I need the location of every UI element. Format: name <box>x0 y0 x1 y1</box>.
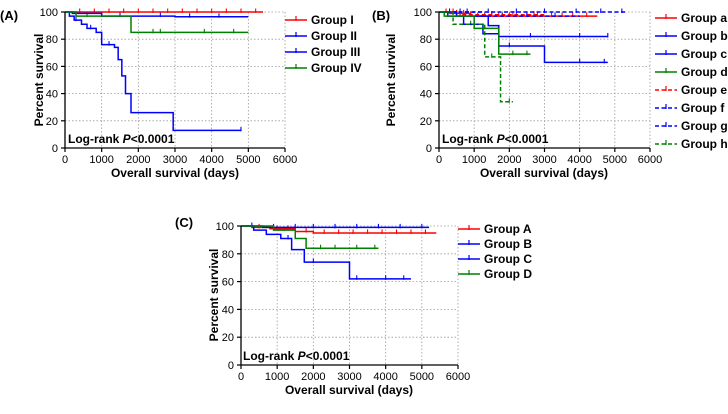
series-line-group-c <box>241 225 411 280</box>
panel-c-ticks: 0 1000 2000 3000 4000 5000 6000 0 20 40 60 80 100 <box>216 221 471 383</box>
y-tick-label: 80 <box>420 34 432 46</box>
panel-a-legend: Group I Group II Group III Group IV <box>285 13 362 75</box>
panel-b-grid <box>439 11 651 148</box>
series-line-group-iii <box>65 11 241 132</box>
legend-label: Group IV <box>311 61 362 75</box>
legend-label: Group h <box>681 137 728 151</box>
panel-c-logrank: Log-rank P<0.0001 <box>243 349 350 363</box>
x-tick-label: 0 <box>436 154 442 166</box>
x-tick-label: 6000 <box>273 154 297 166</box>
y-tick-label: 40 <box>222 304 234 316</box>
panel-c-censor-marks <box>251 222 427 280</box>
x-tick-label: 5000 <box>410 371 434 383</box>
y-tick-label: 20 <box>420 116 432 128</box>
y-tick-label: 100 <box>216 221 234 233</box>
panel-a-xlabel: Overall survival (days) <box>111 166 239 180</box>
legend-label: Group d <box>681 65 728 79</box>
x-tick-label: 4000 <box>567 154 591 166</box>
legend-label: Group II <box>311 29 357 43</box>
x-tick-label: 2000 <box>126 154 150 166</box>
x-tick-label: 1000 <box>265 371 289 383</box>
legend-label: Group III <box>311 45 360 59</box>
y-tick-label: 60 <box>46 61 58 73</box>
y-tick-label: 100 <box>414 7 432 19</box>
panel-b-xlabel: Overall survival (days) <box>480 166 608 180</box>
legend-label: Group A <box>484 222 532 236</box>
y-tick-label: 80 <box>46 34 58 46</box>
panel-a-grid <box>65 11 286 148</box>
legend-label: Group a <box>681 11 727 25</box>
x-tick-label: 2000 <box>301 371 325 383</box>
y-tick-label: 0 <box>52 143 58 155</box>
x-tick-label: 3000 <box>532 154 556 166</box>
y-tick-label: 60 <box>222 277 234 289</box>
legend-label: Group D <box>484 267 532 281</box>
panel-b: (B) 0 1000 2000 3000 4000 5000 6000 0 20 40 60 80 10… <box>372 7 728 180</box>
legend-label: Group c <box>681 47 727 61</box>
legend-label: Group b <box>681 29 728 43</box>
legend-label: Group C <box>484 252 532 266</box>
series-line-group-d <box>241 225 379 249</box>
legend-label: Group I <box>311 13 354 27</box>
panel-a-ylabel: Percent survival <box>32 34 46 127</box>
legend-label: Group B <box>484 237 532 251</box>
x-tick-label: 4000 <box>199 154 223 166</box>
x-tick-label: 0 <box>238 371 244 383</box>
y-tick-label: 100 <box>40 7 58 19</box>
y-tick-label: 60 <box>420 61 432 73</box>
panel-a-ticks: 0 1000 2000 3000 4000 5000 6000 0 20 40 60 80 100 <box>40 7 298 166</box>
panel-a-label: (A) <box>0 8 18 23</box>
legend-label: Group e <box>681 83 727 97</box>
panel-b-series-lines <box>439 11 626 103</box>
legend-label: Group g <box>681 119 728 133</box>
panel-c-grid <box>241 225 459 365</box>
y-tick-label: 20 <box>222 332 234 344</box>
x-tick-label: 1000 <box>89 154 113 166</box>
y-tick-label: 80 <box>222 249 234 261</box>
panel-a-series-lines <box>65 11 263 132</box>
x-tick-label: 6000 <box>446 371 470 383</box>
x-tick-label: 5000 <box>236 154 260 166</box>
panel-b-ylabel: Percent survival <box>384 34 398 127</box>
y-tick-label: 40 <box>420 89 432 101</box>
y-tick-label: 40 <box>46 89 58 101</box>
legend-label: Group f <box>681 101 725 115</box>
panel-c-xlabel: Overall survival (days) <box>285 383 413 397</box>
series-line-group-g <box>439 11 580 17</box>
series-line-group-e <box>439 11 545 16</box>
panel-c-label: (C) <box>175 215 193 230</box>
panel-c-ylabel: Percent survival <box>207 249 221 342</box>
x-tick-label: 6000 <box>638 154 662 166</box>
series-line-group-iv <box>65 11 249 34</box>
panel-b-label: (B) <box>372 8 390 23</box>
y-tick-label: 20 <box>46 116 58 128</box>
series-line-group-d <box>439 11 531 55</box>
x-tick-label: 3000 <box>337 371 361 383</box>
panel-c: (C) 0 1000 2000 3000 4000 5000 6000 0 20 40 60 80 10… <box>175 215 532 397</box>
panel-a-logrank: Log-rank P<0.0001 <box>68 132 175 146</box>
y-tick-label: 0 <box>426 143 432 155</box>
x-tick-label: 1000 <box>462 154 486 166</box>
panel-a: (A) 0 1000 2000 3000 4000 5000 6000 0 20 40 60 80 10… <box>0 7 362 180</box>
x-tick-label: 2000 <box>497 154 521 166</box>
panel-b-censor-marks <box>445 8 623 103</box>
x-tick-label: 5000 <box>603 154 627 166</box>
x-tick-label: 3000 <box>163 154 187 166</box>
panel-c-series-lines <box>241 225 437 280</box>
series-line-group-h <box>439 11 513 103</box>
x-tick-label: 0 <box>62 154 68 166</box>
y-tick-label: 0 <box>228 360 234 372</box>
panel-b-ticks: 0 1000 2000 3000 4000 5000 6000 0 20 40 60 80 100 <box>414 7 663 166</box>
x-tick-label: 4000 <box>373 371 397 383</box>
panel-b-legend: Group a Group b Group c Group d Group e Group… <box>655 11 728 151</box>
panel-b-logrank: Log-rank P<0.0001 <box>442 132 549 146</box>
